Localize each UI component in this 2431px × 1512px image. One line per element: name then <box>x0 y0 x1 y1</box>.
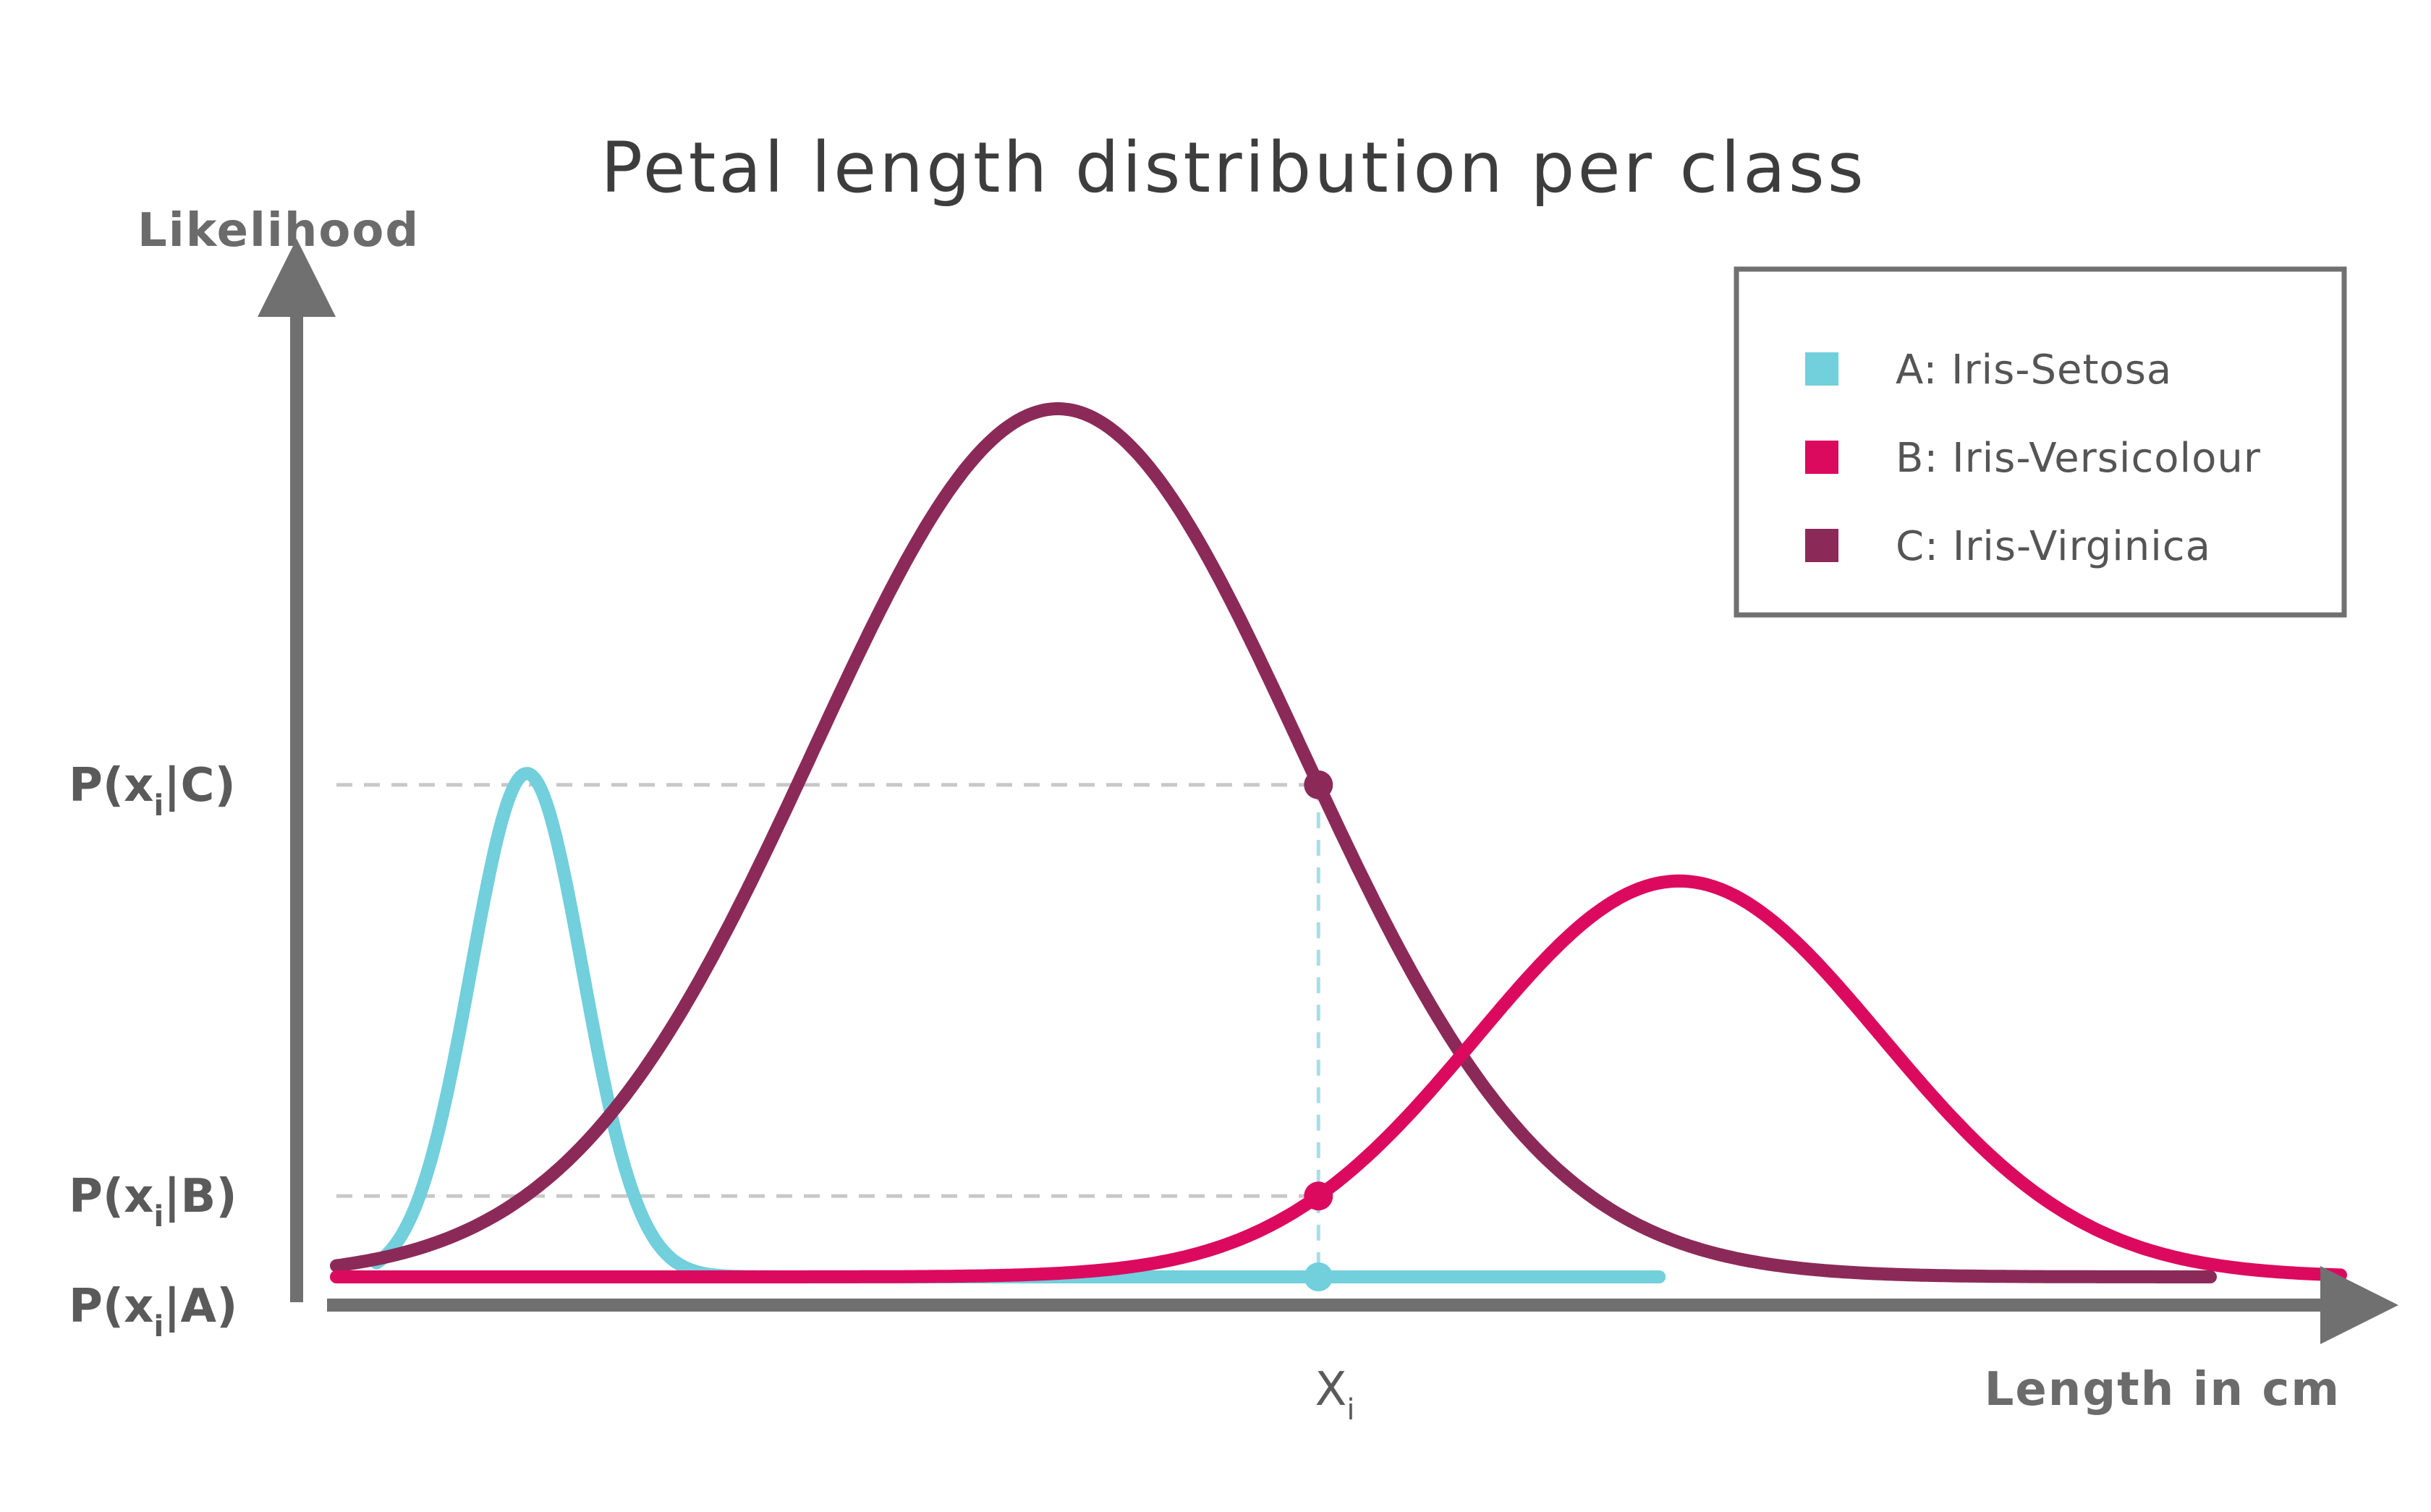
legend-label-C: C: Iris-Virginica <box>1896 523 2211 570</box>
x-marker-label: Xi <box>1315 1363 1355 1427</box>
series-line-A <box>370 767 1666 1283</box>
guide-lines <box>336 783 1320 1277</box>
point-B <box>1304 1181 1333 1211</box>
y-axis-label: Likelihood <box>137 204 420 258</box>
legend-swatch-C <box>1805 529 1838 562</box>
legend-box <box>1734 266 2347 618</box>
series-line-C <box>330 402 2217 1283</box>
point-C <box>1304 770 1333 799</box>
likelihood-points <box>1304 770 1333 1291</box>
legend: A: Iris-Setosa B: Iris-Versicolour C: Iris… <box>1734 266 2347 618</box>
legend-label-A: A: Iris-Setosa <box>1896 347 2172 394</box>
legend-label-B: B: Iris-Versicolour <box>1896 435 2261 482</box>
point-A <box>1304 1262 1333 1291</box>
series-line-B <box>330 874 2347 1283</box>
legend-swatch-A <box>1805 352 1838 386</box>
chart-title: Petal length distribution per class <box>601 127 1867 208</box>
y-tick-labels: P(xi|C) P(xi|B) P(xi|A) <box>69 759 237 1343</box>
y-tick-label-A: P(xi|A) <box>69 1280 237 1343</box>
y-tick-label-C: P(xi|C) <box>69 759 236 823</box>
legend-swatch-B <box>1805 441 1838 474</box>
x-axis-label: Length in cm <box>1985 1363 2341 1417</box>
series-curves <box>330 402 2347 1283</box>
y-tick-label-B: P(xi|B) <box>69 1170 237 1233</box>
